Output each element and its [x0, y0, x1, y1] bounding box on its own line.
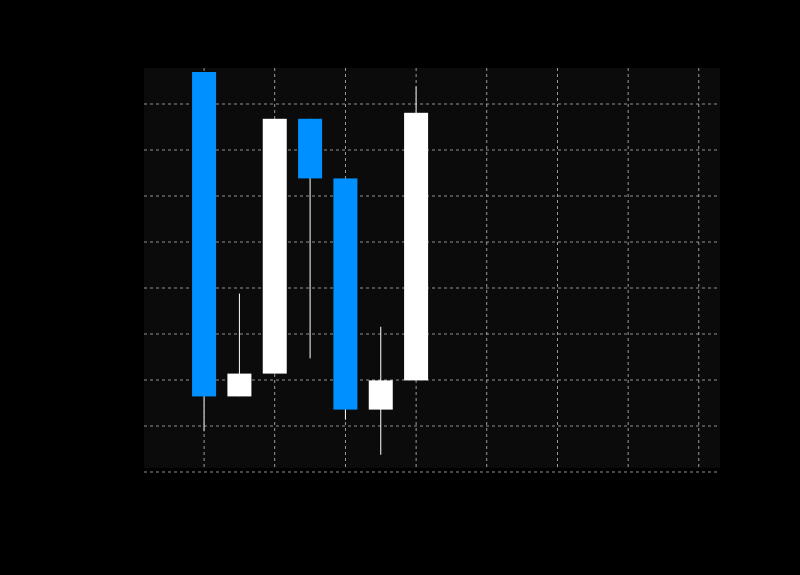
candle-body-up: [368, 380, 393, 410]
candle: [298, 118, 323, 359]
candle-body-down: [333, 178, 358, 410]
candle: [192, 72, 217, 432]
grid: [144, 68, 720, 473]
candle: [368, 326, 393, 455]
candle: [262, 118, 287, 374]
candle-body-down: [298, 118, 323, 179]
candle: [227, 293, 252, 397]
candle-body-up: [262, 118, 287, 374]
candle: [404, 86, 429, 381]
candle: [333, 178, 358, 420]
plot-area: [144, 68, 720, 468]
candles: [192, 72, 429, 455]
candle-body-up: [227, 373, 252, 397]
candle-body-up: [404, 112, 429, 381]
candle-body-down: [192, 72, 217, 397]
